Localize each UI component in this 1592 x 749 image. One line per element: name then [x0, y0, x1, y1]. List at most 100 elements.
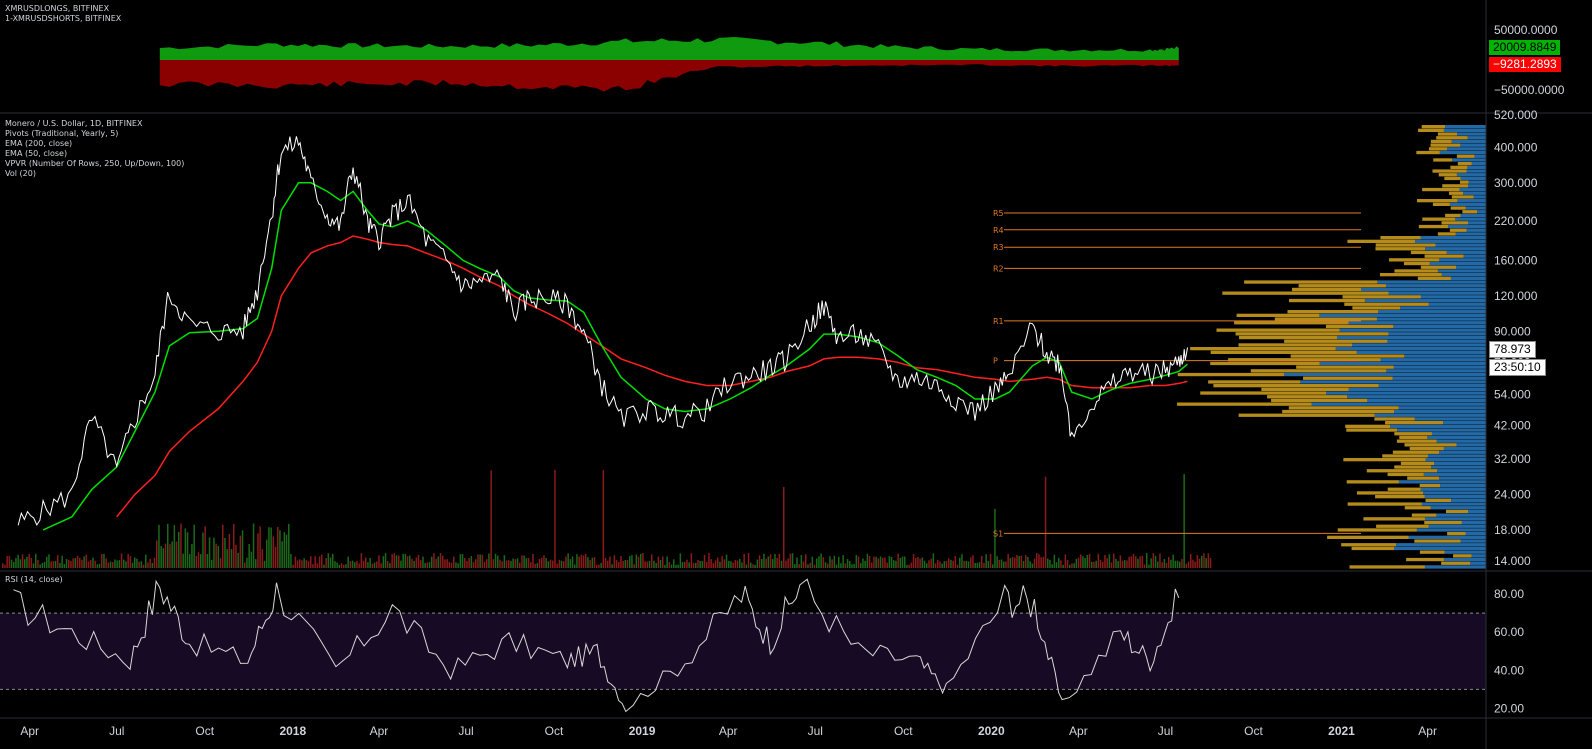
- volume-bar: [747, 553, 750, 568]
- vpvr-down-bar: [1345, 424, 1391, 428]
- pivot-label: P: [993, 357, 998, 366]
- vpvr-up-bar: [1473, 195, 1486, 199]
- vpvr-up-bar: [1385, 284, 1486, 288]
- volume-bar: [666, 556, 668, 568]
- volume-bar: [763, 553, 765, 568]
- volume-bar: [1128, 556, 1130, 568]
- volume-bar: [497, 555, 499, 568]
- vpvr-up-bar: [1457, 199, 1486, 203]
- volume-bar: [1126, 560, 1128, 568]
- volume-bar: [965, 560, 968, 568]
- vpvr-up-bar: [1428, 524, 1486, 528]
- vpvr-down-bar: [1418, 224, 1449, 229]
- volume-bar: [943, 561, 946, 568]
- price-tick-label: 32.000: [1494, 452, 1531, 466]
- vpvr-up-bar: [1364, 298, 1486, 303]
- volume-bar: [1038, 554, 1040, 568]
- volume-bar: [519, 562, 521, 568]
- volume-bar: [266, 539, 268, 568]
- volume-bar: [488, 553, 490, 568]
- volume-bar: [514, 559, 517, 568]
- volume-bar: [428, 562, 431, 568]
- volume-bar: [270, 527, 272, 568]
- volume-bar: [758, 555, 761, 568]
- price-tick-label: 24.000: [1494, 487, 1531, 501]
- vpvr-down-bar: [1216, 328, 1340, 332]
- time-tick-label: Apr: [20, 724, 39, 738]
- time-tick-label: Oct: [545, 724, 564, 738]
- vpvr-up-bar: [1398, 406, 1486, 410]
- vpvr-down-bar: [1208, 380, 1301, 384]
- volume-bar: [904, 556, 906, 568]
- vpvr-up-bar: [1456, 173, 1486, 177]
- volume-bar: [219, 558, 222, 568]
- vpvr-down-bar: [1419, 483, 1441, 488]
- volume-bar: [305, 560, 308, 568]
- vpvr-down-bar: [1432, 169, 1467, 173]
- vpvr-up-bar: [1420, 295, 1486, 299]
- volume-bar: [699, 560, 701, 568]
- volume-bar: [827, 563, 829, 568]
- vpvr-down-bar: [1346, 428, 1398, 432]
- time-tick-label: Oct: [1244, 724, 1263, 738]
- main-legend-vpvr[interactable]: VPVR (Number Of Rows, 250, Up/Down, 100): [5, 159, 185, 168]
- volume-bar: [857, 556, 860, 568]
- volume-bar: [1020, 555, 1023, 568]
- volume-bar: [1095, 560, 1097, 568]
- main-legend-ema50[interactable]: EMA (50, close): [5, 149, 68, 158]
- main-legend-symbol[interactable]: Monero / U.S. Dollar, 1D, BITFINEX: [5, 119, 143, 128]
- volume-bar: [283, 532, 286, 568]
- vpvr-down-bar: [1416, 150, 1440, 155]
- volume-bar: [147, 562, 149, 568]
- vpvr-down-bar: [1290, 354, 1405, 358]
- volume-bar: [323, 564, 325, 568]
- main-legend-vol[interactable]: Vol (20): [5, 169, 36, 178]
- vpvr-down-bar: [1449, 228, 1467, 232]
- vpvr-down-bar: [1442, 184, 1468, 188]
- volume-bar: [90, 560, 92, 568]
- shorts-area: [159, 60, 1179, 92]
- vpvr-up-bar: [1377, 280, 1486, 284]
- rsi-tick-label: 20.00: [1494, 701, 1524, 715]
- volume-bar: [246, 557, 248, 568]
- top-legend-longs: XMRUSDLONGS, BITFINEX: [5, 4, 110, 13]
- volume-bar: [420, 560, 422, 568]
- vpvr-up-bar: [1367, 398, 1486, 403]
- vpvr-down-bar: [1375, 247, 1426, 251]
- top-legend-shorts: 1-XMRUSDSHORTS, BITFINEX: [5, 14, 122, 23]
- volume-bar: [800, 555, 803, 568]
- volume-bar: [109, 561, 112, 568]
- rsi-legend[interactable]: RSI (14, close): [5, 575, 63, 584]
- volume-bar: [928, 560, 930, 568]
- volume-bar: [178, 531, 180, 568]
- volume-bar: [1036, 553, 1038, 568]
- volume-bar: [1055, 562, 1058, 568]
- volume-bar: [560, 560, 563, 568]
- volume-bar: [1117, 561, 1119, 568]
- vpvr-down-bar: [1403, 261, 1430, 266]
- volume-bar: [1102, 561, 1104, 568]
- volume-bar: [1025, 555, 1027, 568]
- volume-bar: [189, 554, 191, 568]
- volume-profile: [1177, 125, 1486, 569]
- vpvr-up-bar: [1397, 428, 1486, 432]
- vpvr-up-bar: [1456, 265, 1486, 269]
- vpvr-up-bar: [1420, 487, 1486, 491]
- volume-bar: [552, 560, 554, 568]
- volume-bar: [510, 561, 512, 568]
- vpvr-up-bar: [1439, 450, 1486, 454]
- volume-bar: [439, 553, 442, 568]
- price-line: [17, 136, 1188, 527]
- vpvr-down-bar: [1200, 391, 1327, 395]
- volume-bar: [395, 555, 398, 568]
- volume-bar: [767, 556, 770, 568]
- volume-bar: [299, 559, 301, 568]
- volume-bar: [158, 524, 160, 568]
- vpvr-down-bar: [1441, 221, 1469, 225]
- main-legend-ema200[interactable]: EMA (200, close): [5, 139, 73, 148]
- volume-bar: [1051, 564, 1053, 568]
- main-legend-pivots[interactable]: Pivots (Traditional, Yearly, 5): [5, 129, 119, 138]
- vpvr-down-bar: [1296, 365, 1394, 369]
- price-tick-label: 220.000: [1494, 214, 1538, 228]
